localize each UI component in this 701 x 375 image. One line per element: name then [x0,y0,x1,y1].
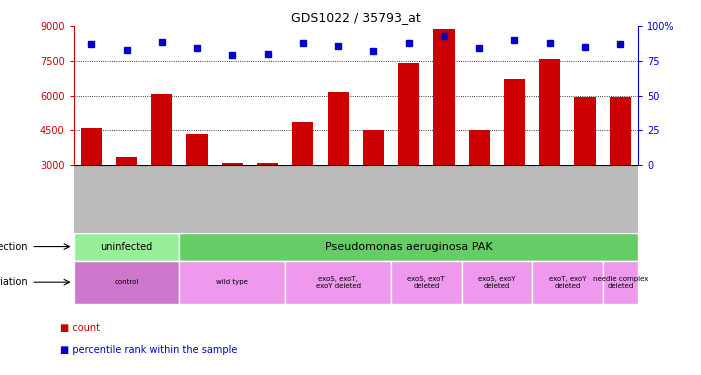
Bar [116,157,137,165]
Text: exoS, exoY
deleted: exoS, exoY deleted [478,276,516,289]
Text: genotype/variation: genotype/variation [0,277,28,287]
Bar [81,128,102,165]
Text: uninfected: uninfected [100,242,153,252]
Text: infection: infection [0,242,28,252]
Bar [603,261,638,304]
Bar [574,97,596,165]
Bar [433,28,454,165]
Bar [532,261,603,304]
Text: needle complex
deleted: needle complex deleted [592,276,648,289]
Bar [504,80,525,165]
Bar [179,232,638,261]
Bar [285,261,391,304]
Text: ■ percentile rank within the sample: ■ percentile rank within the sample [60,345,237,355]
Bar [151,94,172,165]
Text: ■ count: ■ count [60,322,100,333]
Bar [74,232,179,261]
Bar [222,163,243,165]
Bar [468,130,490,165]
Text: exoS, exoT,
exoY deleted: exoS, exoT, exoY deleted [315,276,360,289]
Text: wild type: wild type [217,279,248,285]
Bar [292,122,313,165]
Text: exoS, exoT
deleted: exoS, exoT deleted [407,276,445,289]
Bar [74,261,179,304]
Bar [257,163,278,165]
Text: control: control [114,279,139,285]
Bar [186,134,207,165]
Bar [391,261,461,304]
Bar [363,130,384,165]
Bar [179,261,285,304]
Bar [539,58,560,165]
Text: exoT, exoY
deleted: exoT, exoY deleted [549,276,586,289]
Bar [398,63,419,165]
Bar [610,97,631,165]
Text: Pseudomonas aeruginosa PAK: Pseudomonas aeruginosa PAK [325,242,493,252]
Title: GDS1022 / 35793_at: GDS1022 / 35793_at [291,11,421,24]
Bar [461,261,532,304]
Bar [327,92,348,165]
